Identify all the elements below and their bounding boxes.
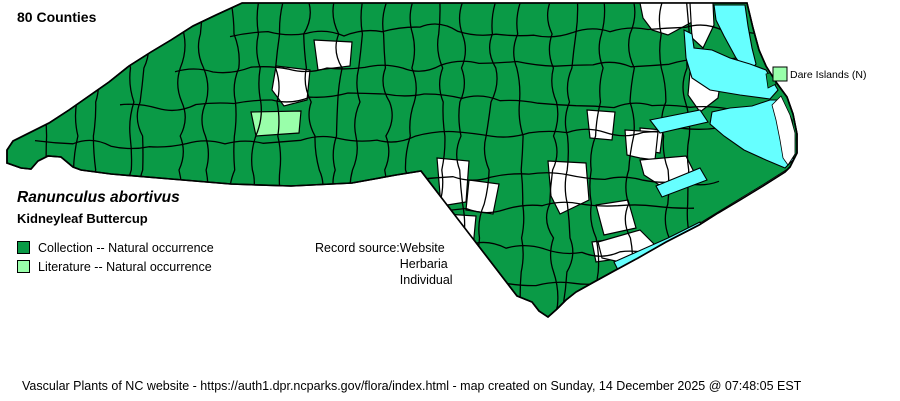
record-source-values: Website Herbaria Individual: [400, 240, 453, 288]
map-legend: Collection -- Natural occurrence Literat…: [17, 238, 214, 276]
dare-islands-marker: [772, 66, 788, 82]
record-source-label: Record source:: [315, 241, 400, 255]
legend-label: Literature -- Natural occurrence: [38, 259, 212, 274]
footer-credit: Vascular Plants of NC website - https://…: [22, 379, 802, 393]
species-common-name: Kidneyleaf Buttercup: [17, 211, 148, 226]
record-source-value: Individual: [399, 273, 453, 287]
dare-islands-label: Dare Islands (N): [790, 69, 867, 81]
literature-county: [250, 110, 302, 137]
record-source-value: Herbaria: [399, 257, 448, 271]
record-source: Record source: Website Herbaria Individu…: [315, 240, 453, 288]
legend-item-literature: Literature -- Natural occurrence: [17, 257, 214, 276]
literature-color-swatch: [17, 260, 30, 273]
county-count-title: 80 Counties: [17, 9, 97, 25]
species-scientific-name: Ranunculus abortivus: [17, 189, 180, 206]
legend-label: Collection -- Natural occurrence: [38, 240, 214, 255]
collection-color-swatch: [17, 241, 30, 254]
record-source-value: Website: [399, 241, 445, 255]
legend-item-collection: Collection -- Natural occurrence: [17, 238, 214, 257]
